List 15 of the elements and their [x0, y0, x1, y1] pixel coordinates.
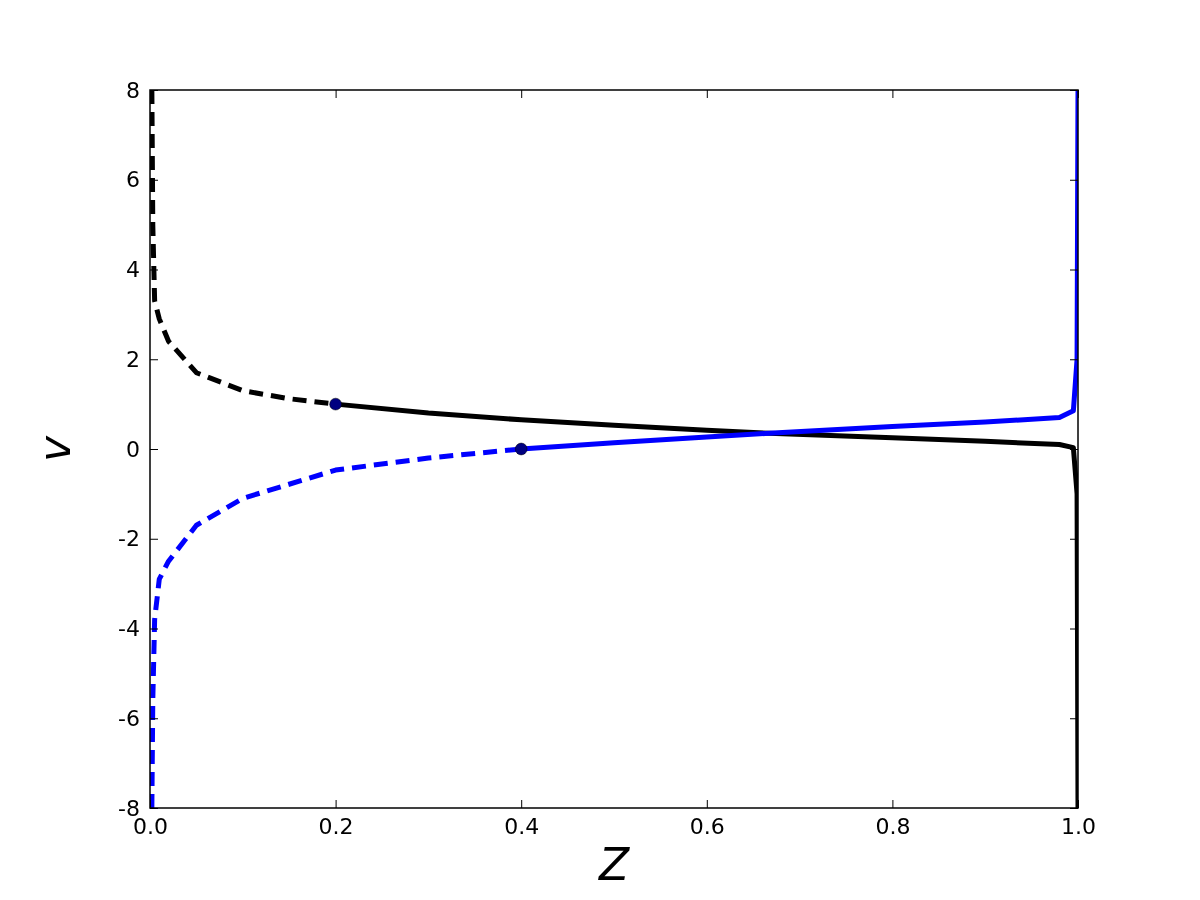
- y-axis-title: v: [29, 435, 80, 463]
- x-tick-label: 1.0: [1061, 813, 1096, 839]
- y-tick-label: -4: [118, 616, 140, 642]
- y-tick-label: -6: [118, 705, 140, 731]
- x-axis-title: Z: [597, 839, 630, 890]
- y-tick-label: -2: [118, 526, 140, 552]
- y-tick-label: 0: [126, 436, 140, 462]
- x-tick-label: 0.2: [318, 813, 354, 839]
- y-tick-label: 2: [126, 346, 140, 372]
- y-tick-label: 6: [126, 167, 140, 193]
- x-tick-label: 0.8: [875, 813, 911, 839]
- y-tick-label: 4: [126, 257, 140, 283]
- y-tick-label: 8: [126, 77, 140, 103]
- x-tick-label: 0.4: [504, 813, 540, 839]
- x-tick-label: 0.6: [689, 813, 725, 839]
